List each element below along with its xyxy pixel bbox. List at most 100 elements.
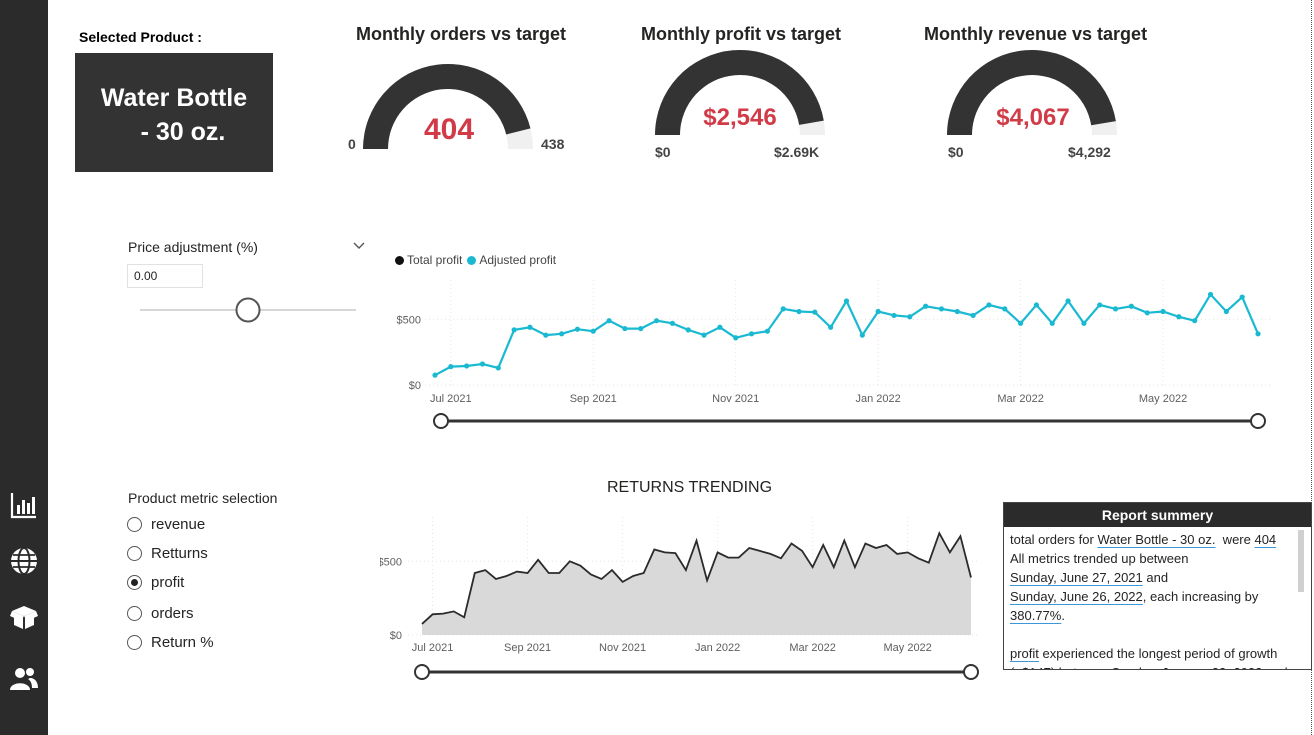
adjusted-profit-point [733,335,739,341]
chevron-down-icon[interactable] [352,238,366,256]
adjusted-profit-point [907,314,913,320]
report-summary-panel: Report summery total orders for Water Bo… [1003,502,1312,670]
x-tick-label: May 2022 [883,642,931,654]
metric-option-profit[interactable]: profit [127,574,184,591]
legend-adjusted-profit: Adjusted profit [479,253,557,267]
summary-start-date: Sunday, June 27, 2021 [1010,570,1143,585]
adjusted-profit-point [1002,306,1008,312]
adjusted-profit-point [1239,294,1245,300]
adjusted-profit-point [574,326,581,332]
sidebar-nav [0,0,48,735]
product-name-line1: Water Bottle [100,84,248,112]
adjusted-profit-point [1081,320,1087,326]
revenue-gauge [947,49,1117,135]
summary-text: and [1142,570,1169,585]
metric-selection-title: Product metric selection [128,490,278,506]
adjusted-profit-point [1192,318,1198,324]
metric-option-returns[interactable]: Retturns [127,545,208,562]
adjusted-profit-point [875,308,881,315]
orders-gauge-value: 404 [423,113,475,146]
metric-option-label: Return % [151,634,214,651]
metric-option-revenue[interactable]: revenue [127,516,205,533]
radio-button[interactable] [127,517,142,532]
globe-icon[interactable] [6,543,42,579]
adjusted-profit-point [1207,291,1214,298]
adjusted-profit-point [796,308,802,315]
adjusted-profit-legend-dot [467,255,477,265]
orders-gauge-min: 0 [348,136,356,152]
adjusted-profit-point [986,302,992,308]
summary-scrollbar[interactable] [1298,530,1304,592]
date-range-start-handle[interactable] [433,413,449,429]
adjusted-profit-point [1097,302,1103,308]
summary-text: All metrics trended up between [1010,551,1189,566]
x-tick-label: Nov 2021 [712,393,759,405]
radio-button[interactable] [127,635,142,650]
metric-option-label: orders [151,605,194,622]
metric-option-label: profit [151,574,185,591]
profit-gauge-value: $2,546 [703,104,777,131]
date-range-end-handle[interactable] [1250,413,1266,429]
adjusted-profit-point [527,324,533,330]
box-icon[interactable] [6,599,42,635]
x-tick-label: Mar 2022 [997,393,1043,405]
profit-line-chart: $0 $500 Jul 2021 Sep 2021 Nov 2021 Jan 2022 Ma… [397,280,1270,429]
adjusted-profit-point [843,298,850,304]
date-range-start-handle[interactable] [414,664,430,680]
orders-gauge-max: 438 [541,136,565,152]
slider-handle[interactable] [235,297,261,323]
revenue-gauge-min: $0 [948,144,964,160]
revenue-gauge-max: $4,292 [1068,144,1111,160]
profit-gauge [655,49,825,135]
adjusted-profit-point [638,325,644,332]
adjusted-profit-point [1128,303,1134,309]
adjusted-profit-point [432,372,438,378]
revenue-gauge-title: Monthly revenue vs target [924,24,1148,44]
summary-product: Water Bottle - 30 oz. [1097,532,1216,547]
report-summary-text: total orders for Water Bottle - 30 oz. w… [1004,527,1311,669]
selected-product-card: Water Bottle - 30 oz. [75,53,273,172]
metric-option-label: revenue [151,516,206,533]
orders-gauge [363,64,533,149]
adjusted-profit-point [1033,302,1040,308]
metric-option-return-pct[interactable]: Return % [127,634,214,651]
summary-metric: profit [1010,646,1039,661]
x-tick-label: Jul 2021 [430,393,472,405]
adjusted-profit-point [590,328,596,334]
price-adjustment-input[interactable] [127,264,203,288]
adjusted-profit-point [938,306,945,312]
y-tick-label: $500 [397,314,421,326]
bar-chart-icon[interactable] [6,487,42,523]
adjusted-profit-point [748,331,755,337]
adjusted-profit-point [543,332,549,338]
x-tick-label: Jul 2021 [412,642,454,654]
adjusted-profit-point [891,312,897,319]
date-range-end-handle[interactable] [963,664,979,680]
price-adjustment-slider[interactable] [136,296,360,326]
profit-gauge-min: $0 [655,144,671,160]
x-tick-label: Sep 2021 [570,393,617,405]
radio-button[interactable] [127,546,142,561]
x-tick-label: Sep 2021 [504,642,551,654]
radio-button-selected[interactable] [127,575,142,590]
radio-button[interactable] [127,606,142,621]
summary-text: total orders for [1010,532,1098,547]
metric-option-orders[interactable]: orders [127,605,194,622]
adjusted-profit-point [606,318,612,324]
summary-text: (+$147) between Sunday, January 23, 2022… [1010,663,1297,669]
y-tick-label: $500 [380,556,402,568]
x-tick-label: Jan 2022 [856,393,901,405]
profit-chart-legend: Total profit Adjusted profit [395,253,556,267]
adjusted-profit-point [495,365,501,371]
summary-count: 404 [1254,532,1277,547]
adjusted-profit-point [1112,306,1119,312]
adjusted-profit-point [653,318,660,324]
adjusted-profit-point [511,327,517,333]
adjusted-profit-point [1049,320,1055,326]
summary-end-date: Sunday, June 26, 2022 [1010,589,1143,604]
users-icon[interactable] [6,661,42,697]
adjusted-profit-point [685,327,691,333]
summary-text: , each increasing by [1142,589,1259,604]
adjusted-profit-point [764,328,770,334]
adjusted-profit-point [923,303,929,309]
